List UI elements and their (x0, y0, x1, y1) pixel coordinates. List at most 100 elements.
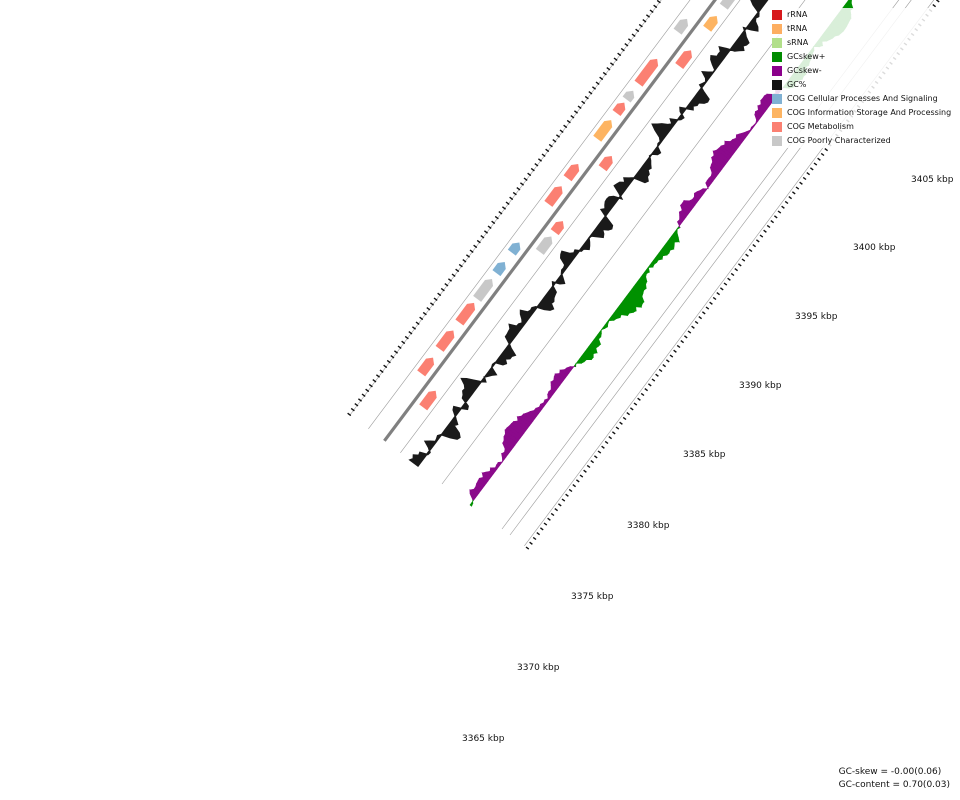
tick-mark (602, 71, 607, 76)
legend-label: COG Metabolism (787, 122, 854, 131)
tick-mark (547, 517, 551, 521)
tick-mark (476, 239, 481, 244)
legend-swatch (772, 52, 782, 62)
tick-mark (347, 412, 352, 417)
tick-mark (705, 306, 710, 310)
tick-mark (401, 340, 406, 345)
tick-mark (462, 259, 467, 263)
position-label: 3405 kbp (911, 175, 954, 185)
stats-panel: GC-skew = -0.00(0.06) GC-content = 0.70(… (839, 766, 950, 792)
tick-mark (573, 110, 579, 114)
tick-mark (590, 460, 595, 464)
position-label: 3370 kbp (517, 663, 560, 673)
tick-mark (455, 268, 460, 273)
tick-mark (516, 187, 521, 191)
tick-mark (629, 407, 634, 411)
tick-mark (559, 129, 564, 133)
tick-mark (415, 321, 420, 325)
tick-mark (581, 100, 586, 105)
tick-mark (730, 272, 735, 277)
tick-mark (644, 388, 649, 392)
tick-mark (530, 167, 535, 172)
tick-mark (532, 536, 537, 541)
tick-mark (723, 282, 728, 286)
tick-mark (813, 162, 818, 166)
tick-mark (570, 115, 575, 119)
tick-mark (633, 402, 638, 406)
tick-mark (565, 493, 569, 497)
tick-mark (372, 379, 377, 383)
tick-mark (665, 359, 670, 363)
tick-mark (509, 196, 514, 201)
tick-mark (662, 364, 667, 368)
tick-mark (383, 364, 388, 369)
tick-mark (624, 43, 629, 47)
gene-arrow (622, 90, 635, 103)
tick-mark (545, 148, 550, 153)
tick-mark (397, 345, 402, 349)
tick-mark (781, 205, 785, 209)
tick-mark (824, 148, 829, 152)
legend-swatch (772, 10, 782, 20)
tick-mark (599, 76, 604, 81)
position-label: 3395 kbp (795, 312, 838, 322)
tick-mark (606, 67, 611, 71)
tick-mark (656, 0, 661, 4)
tick-mark (575, 479, 580, 483)
gene-arrow (417, 357, 435, 377)
gene-arrow (703, 16, 718, 32)
gc-skew-segment (573, 362, 577, 368)
gene-track (417, 0, 736, 411)
tick-mark (368, 383, 373, 388)
tick-mark (593, 455, 598, 459)
tick-mark (777, 210, 782, 214)
tick-mark (622, 416, 627, 421)
tick-mark (748, 248, 753, 253)
tick-mark (820, 152, 825, 157)
tick-mark (523, 177, 528, 181)
tick-mark (419, 316, 424, 321)
tick-mark (541, 153, 546, 157)
track-guide-line (441, 0, 806, 485)
tick-mark (354, 403, 359, 407)
tick-mark (763, 229, 767, 233)
gene-arrow (507, 242, 521, 256)
legend-swatch (772, 94, 782, 104)
tick-mark (561, 498, 566, 502)
tick-mark (809, 167, 814, 171)
tick-mark (727, 277, 731, 281)
tick-mark (626, 412, 631, 416)
legend-item: COG Cellular Processes And Signaling (772, 92, 951, 106)
tick-mark (444, 283, 449, 287)
tick-mark (469, 249, 474, 253)
tick-mark (595, 81, 600, 85)
legend-item: COG Information Storage And Processing (772, 106, 951, 120)
tick-mark (379, 369, 384, 373)
tick-mark (737, 263, 742, 267)
tick-mark (619, 421, 623, 425)
gene-arrow (675, 50, 692, 70)
tick-mark (698, 316, 703, 320)
tick-mark (451, 273, 456, 277)
gene-arrow (544, 186, 563, 207)
legend-item: tRNA (772, 22, 951, 36)
tick-mark (752, 244, 757, 248)
tick-mark (386, 359, 391, 364)
tick-mark (487, 225, 492, 229)
tick-mark (527, 172, 532, 177)
tick-mark (640, 392, 645, 397)
tick-mark (611, 431, 616, 435)
tick-mark (608, 436, 613, 440)
tick-mark (588, 91, 593, 95)
tick-mark (791, 191, 796, 195)
tick-mark (604, 440, 609, 445)
legend-item: GC% (772, 78, 951, 92)
tick-mark (483, 230, 489, 234)
tick-mark (655, 373, 659, 377)
tick-mark (620, 47, 625, 52)
legend-swatch (772, 122, 782, 132)
tick-mark (653, 4, 658, 9)
legend-item: GCskew+ (772, 50, 951, 64)
tick-mark (597, 450, 602, 454)
tick-mark (357, 398, 363, 402)
